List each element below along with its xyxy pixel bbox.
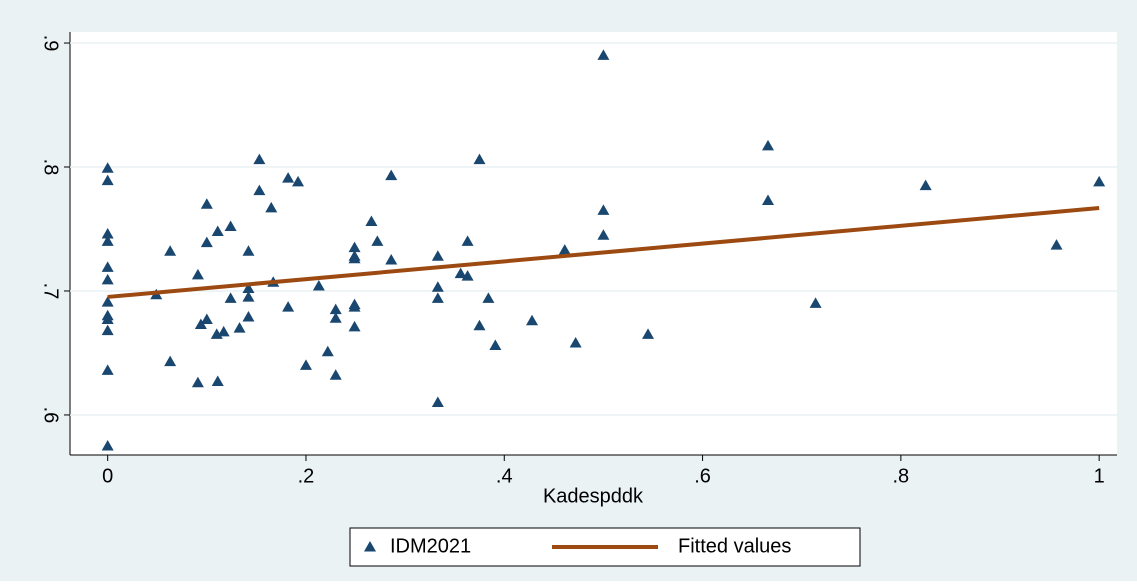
- point: [473, 319, 486, 331]
- point: [1093, 175, 1106, 187]
- point: [164, 245, 177, 256]
- point: [101, 235, 114, 246]
- point: [164, 355, 177, 367]
- point: [461, 270, 474, 281]
- point: [101, 439, 114, 451]
- point: [321, 345, 334, 357]
- point: [233, 322, 246, 333]
- point: [282, 301, 295, 312]
- point: [461, 235, 474, 246]
- x-tick-label: .8: [893, 465, 910, 487]
- x-axis-label: Kadespddk: [543, 485, 644, 507]
- point: [762, 139, 774, 151]
- point: [101, 162, 114, 173]
- point: [558, 244, 571, 255]
- point: [329, 369, 342, 380]
- point: [365, 215, 378, 227]
- point: [242, 245, 255, 256]
- point: [299, 359, 312, 370]
- point: [809, 297, 822, 308]
- y-tick-label: .6: [40, 407, 62, 424]
- point: [348, 320, 361, 332]
- point: [265, 201, 278, 213]
- point: [642, 328, 655, 339]
- point: [292, 175, 305, 187]
- point: [101, 261, 114, 272]
- point: [348, 301, 361, 312]
- point: [200, 198, 213, 209]
- point: [101, 364, 114, 375]
- point: [101, 309, 114, 321]
- point: [101, 324, 114, 336]
- point: [454, 267, 467, 279]
- x-tick-label: 1: [1094, 465, 1105, 487]
- legend-label: IDM2021: [390, 535, 471, 557]
- point: [431, 281, 444, 292]
- point: [224, 292, 237, 303]
- point: [191, 376, 204, 388]
- point: [101, 273, 114, 285]
- point: [569, 337, 582, 348]
- point: [253, 184, 266, 196]
- point: [385, 253, 398, 265]
- point: [211, 225, 224, 236]
- point: [762, 194, 774, 205]
- point: [482, 292, 495, 303]
- y-tick-label: .8: [40, 159, 62, 176]
- point: [200, 236, 213, 248]
- point: [242, 291, 255, 302]
- plot-area: [70, 32, 1117, 455]
- point: [597, 204, 610, 215]
- x-tick-label: 0: [102, 465, 113, 487]
- point: [329, 303, 342, 315]
- point: [312, 280, 325, 291]
- point: [371, 235, 384, 246]
- point: [253, 153, 266, 165]
- fit-line: [107, 206, 1100, 299]
- point: [431, 250, 444, 261]
- x-tick-label: .4: [496, 465, 513, 487]
- point: [217, 325, 230, 337]
- point: [1050, 239, 1063, 250]
- point: [191, 268, 204, 280]
- point: [919, 179, 932, 191]
- point: [489, 339, 502, 351]
- legend-marker: [364, 541, 376, 552]
- point: [348, 241, 361, 253]
- point: [282, 172, 295, 183]
- y-tick-label: .9: [40, 35, 62, 52]
- point: [431, 396, 444, 408]
- legend-label: Fitted values: [678, 535, 791, 557]
- point: [101, 174, 114, 186]
- point: [224, 220, 237, 232]
- point: [385, 169, 398, 181]
- point: [211, 375, 224, 386]
- point: [597, 229, 610, 240]
- point: [431, 292, 444, 303]
- x-tick-label: .6: [694, 465, 711, 487]
- x-tick-label: .2: [298, 465, 315, 487]
- point: [473, 153, 486, 165]
- point: [526, 314, 539, 326]
- y-tick-label: .7: [40, 283, 62, 300]
- point: [200, 313, 213, 324]
- point: [242, 282, 255, 294]
- point: [194, 318, 207, 329]
- point: [101, 227, 114, 239]
- point: [242, 311, 255, 322]
- point: [329, 312, 342, 323]
- point: [101, 296, 114, 307]
- point: [348, 252, 361, 264]
- point: [597, 49, 610, 60]
